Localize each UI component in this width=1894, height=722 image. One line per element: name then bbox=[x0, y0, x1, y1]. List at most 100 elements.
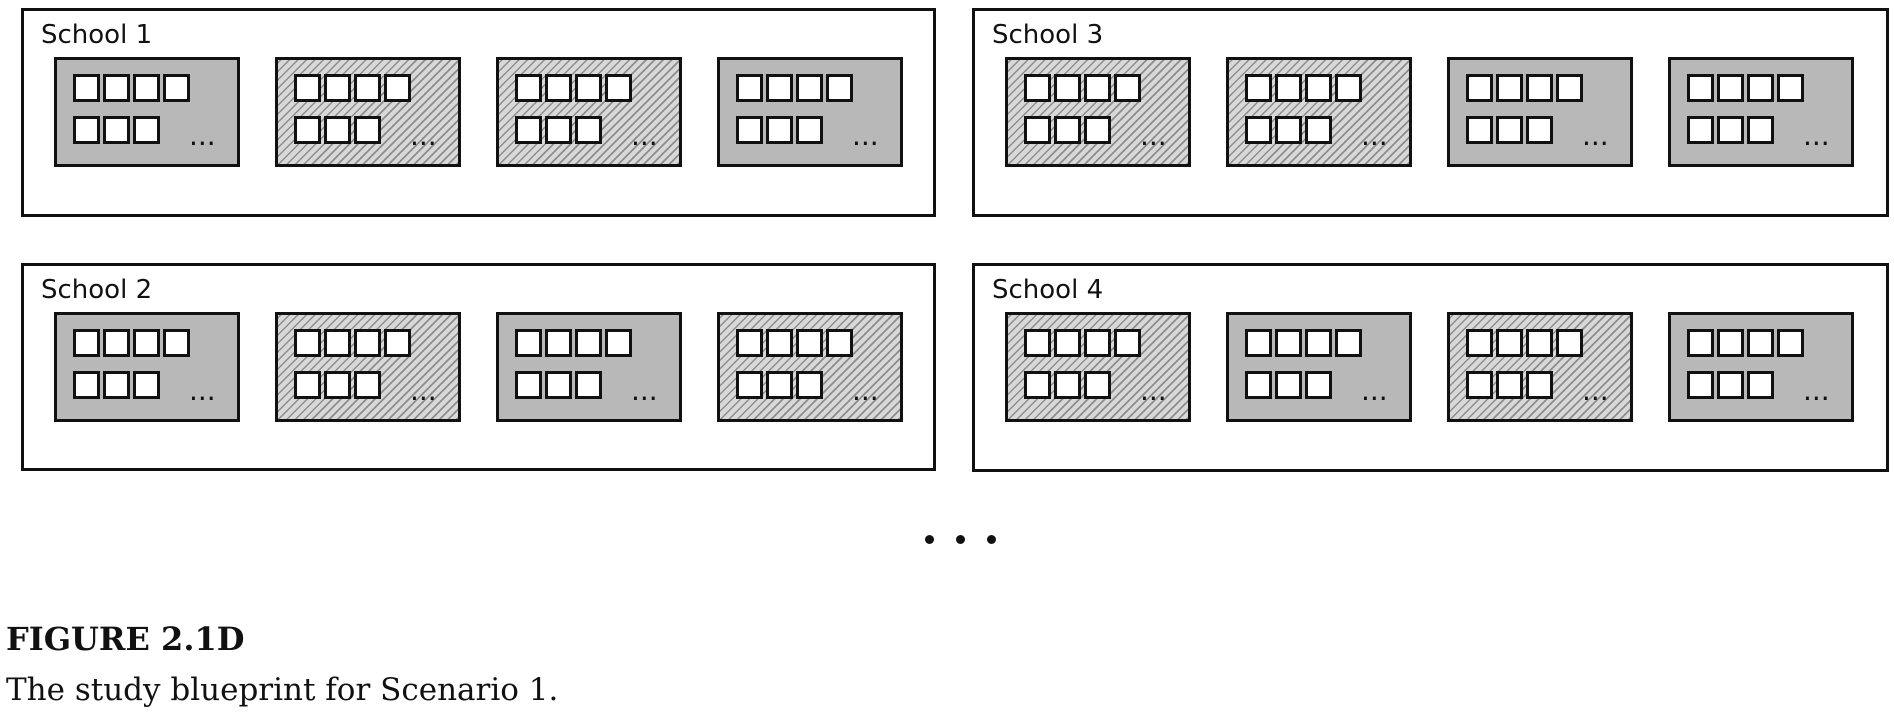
student-seat bbox=[766, 371, 793, 399]
student-seat bbox=[133, 329, 160, 357]
student-seat bbox=[1305, 329, 1332, 357]
student-seat bbox=[324, 116, 351, 144]
student-seat bbox=[1024, 116, 1051, 144]
more-students-ellipsis: ... bbox=[189, 119, 216, 152]
student-seat bbox=[515, 371, 542, 399]
more-students-ellipsis: ... bbox=[1803, 374, 1830, 407]
school-box: School 2 ............ bbox=[21, 263, 936, 471]
student-seat bbox=[1245, 329, 1272, 357]
student-seat bbox=[1496, 371, 1523, 399]
student-seat bbox=[1496, 74, 1523, 102]
student-seat bbox=[1275, 329, 1302, 357]
student-seat bbox=[1054, 371, 1081, 399]
student-seat bbox=[1024, 371, 1051, 399]
student-seat bbox=[1054, 74, 1081, 102]
student-seat bbox=[605, 329, 632, 357]
student-seat bbox=[1054, 116, 1081, 144]
student-seat bbox=[1556, 329, 1583, 357]
student-seat bbox=[163, 74, 190, 102]
more-students-ellipsis: ... bbox=[631, 374, 658, 407]
school-label: School 4 bbox=[992, 275, 1104, 305]
classroom-treatment: ... bbox=[1226, 57, 1412, 167]
student-seat bbox=[294, 116, 321, 144]
more-students-ellipsis: ... bbox=[1361, 374, 1388, 407]
student-seat bbox=[1717, 74, 1744, 102]
classroom-control: ... bbox=[717, 57, 903, 167]
student-seat bbox=[354, 329, 381, 357]
more-students-ellipsis: ... bbox=[1361, 119, 1388, 152]
student-seat bbox=[1496, 329, 1523, 357]
student-seat bbox=[1777, 74, 1804, 102]
student-seat bbox=[103, 371, 130, 399]
student-seat bbox=[103, 74, 130, 102]
school-label: School 3 bbox=[992, 20, 1104, 50]
student-seat bbox=[1717, 329, 1744, 357]
student-seat bbox=[826, 329, 853, 357]
student-seat bbox=[1054, 329, 1081, 357]
school-label: School 1 bbox=[41, 20, 153, 50]
student-seat bbox=[736, 116, 763, 144]
student-seat bbox=[1687, 371, 1714, 399]
student-seat bbox=[1275, 74, 1302, 102]
student-seat bbox=[545, 371, 572, 399]
classroom-treatment: ... bbox=[1005, 312, 1191, 422]
student-seat bbox=[736, 329, 763, 357]
student-seat bbox=[1305, 74, 1332, 102]
student-seat bbox=[1747, 371, 1774, 399]
more-students-ellipsis: ... bbox=[852, 374, 879, 407]
student-seat bbox=[354, 371, 381, 399]
student-seat bbox=[1717, 371, 1744, 399]
more-students-ellipsis: ... bbox=[631, 119, 658, 152]
classroom-control: ... bbox=[1668, 312, 1854, 422]
student-seat bbox=[73, 116, 100, 144]
school-label: School 2 bbox=[41, 275, 153, 305]
student-seat bbox=[294, 371, 321, 399]
student-seat bbox=[1114, 329, 1141, 357]
student-seat bbox=[796, 74, 823, 102]
student-seat bbox=[1245, 116, 1272, 144]
more-students-ellipsis: ... bbox=[1582, 374, 1609, 407]
classroom-treatment: ... bbox=[1005, 57, 1191, 167]
student-seat bbox=[1114, 74, 1141, 102]
classroom-control: ... bbox=[54, 312, 240, 422]
student-seat bbox=[1747, 329, 1774, 357]
student-seat bbox=[545, 116, 572, 144]
student-seat bbox=[1084, 371, 1111, 399]
school-box: School 1 ............ bbox=[21, 8, 936, 217]
classroom-treatment: ... bbox=[275, 312, 461, 422]
student-seat bbox=[294, 329, 321, 357]
student-seat bbox=[766, 74, 793, 102]
student-seat bbox=[103, 329, 130, 357]
more-students-ellipsis: ... bbox=[852, 119, 879, 152]
student-seat bbox=[1687, 116, 1714, 144]
student-seat bbox=[1245, 371, 1272, 399]
figure-label: FIGURE 2.1D bbox=[6, 620, 245, 658]
student-seat bbox=[575, 329, 602, 357]
student-seat bbox=[354, 74, 381, 102]
classroom-control: ... bbox=[1226, 312, 1412, 422]
student-seat bbox=[545, 74, 572, 102]
student-seat bbox=[736, 74, 763, 102]
student-seat bbox=[1496, 116, 1523, 144]
student-seat bbox=[826, 74, 853, 102]
student-seat bbox=[1687, 329, 1714, 357]
school-box: School 4 ............ bbox=[972, 263, 1889, 472]
student-seat bbox=[575, 371, 602, 399]
more-students-ellipsis: ... bbox=[1803, 119, 1830, 152]
student-seat bbox=[1777, 329, 1804, 357]
continuation-ellipsis bbox=[890, 524, 1030, 554]
student-seat bbox=[796, 116, 823, 144]
classroom-treatment: ... bbox=[275, 57, 461, 167]
figure-caption: The study blueprint for Scenario 1. bbox=[6, 672, 559, 708]
ellipsis-dot bbox=[986, 534, 996, 544]
student-seat bbox=[163, 329, 190, 357]
student-seat bbox=[133, 116, 160, 144]
student-seat bbox=[1335, 74, 1362, 102]
student-seat bbox=[575, 74, 602, 102]
student-seat bbox=[1245, 74, 1272, 102]
student-seat bbox=[766, 329, 793, 357]
student-seat bbox=[1717, 116, 1744, 144]
student-seat bbox=[1305, 371, 1332, 399]
student-seat bbox=[324, 371, 351, 399]
student-seat bbox=[1466, 371, 1493, 399]
